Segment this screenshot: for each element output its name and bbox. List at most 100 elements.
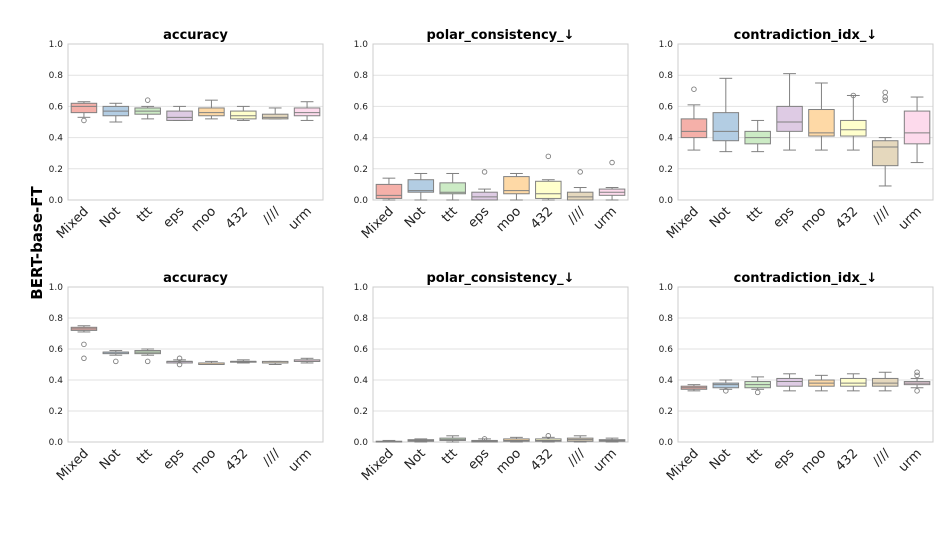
x-tick-label: Mixed bbox=[359, 204, 397, 242]
box-urm bbox=[598, 437, 626, 443]
plot-frame bbox=[677, 286, 934, 443]
panel-title: contradiction_idx_↓ bbox=[734, 271, 878, 286]
iqr-box bbox=[776, 377, 803, 387]
x-tick-label: 432 bbox=[528, 446, 556, 474]
panel-title: polar_consistency_↓ bbox=[426, 28, 574, 43]
y-tick-label: 0.8 bbox=[659, 314, 674, 324]
outlier-point bbox=[144, 97, 151, 103]
x-tick-label: Not bbox=[707, 446, 734, 473]
y-tick-label: 0.2 bbox=[659, 407, 673, 417]
outlier-point bbox=[176, 355, 183, 362]
box-Not bbox=[102, 102, 130, 123]
y-tick-label: 0.4 bbox=[659, 134, 674, 144]
iqr-box bbox=[808, 109, 835, 137]
y-tick-label: 0.4 bbox=[49, 134, 64, 144]
y-tick-label: 0.4 bbox=[49, 376, 64, 386]
x-tick-label: eps bbox=[465, 204, 492, 231]
x-tick-label: ttt bbox=[134, 446, 155, 467]
box-//// bbox=[261, 107, 289, 120]
y-tick-label: 0.6 bbox=[354, 345, 369, 355]
y-tick-label: 0.0 bbox=[354, 438, 369, 448]
box-urm bbox=[293, 101, 321, 121]
x-tick-label: urm bbox=[591, 204, 620, 233]
box-urm bbox=[903, 96, 931, 164]
y-tick-label: 0.2 bbox=[354, 407, 368, 417]
x-tick-label: ttt bbox=[744, 446, 765, 467]
iqr-box bbox=[712, 112, 740, 142]
y-tick-label: 0.0 bbox=[659, 196, 674, 206]
x-tick-label: urm bbox=[896, 204, 925, 233]
box-Not bbox=[712, 379, 740, 394]
box-//// bbox=[566, 169, 594, 201]
box-eps bbox=[776, 73, 803, 151]
outlier-point bbox=[882, 89, 888, 96]
box-moo bbox=[503, 436, 530, 443]
iqr-box bbox=[566, 191, 594, 201]
box-urm bbox=[598, 159, 626, 201]
iqr-box bbox=[503, 176, 530, 195]
outlier-point bbox=[545, 153, 552, 160]
y-tick-label: 0.2 bbox=[49, 165, 63, 175]
x-tick-label: moo bbox=[493, 204, 524, 235]
box-eps bbox=[166, 105, 193, 121]
box-ttt bbox=[134, 97, 161, 120]
y-tick-label: 0.8 bbox=[354, 71, 369, 81]
iqr-box bbox=[230, 110, 257, 120]
box-moo bbox=[503, 172, 530, 201]
x-tick-label: moo bbox=[493, 446, 524, 477]
outlier-point bbox=[850, 92, 857, 99]
x-tick-label: moo bbox=[188, 204, 219, 235]
box-Not bbox=[407, 438, 435, 443]
y-tick-label: 0.6 bbox=[49, 102, 64, 112]
y-tick-label: 0.8 bbox=[49, 71, 64, 81]
y-tick-label: 0.6 bbox=[49, 345, 64, 355]
x-tick-label: ttt bbox=[744, 204, 765, 225]
outlier-point bbox=[545, 433, 552, 439]
iqr-box bbox=[680, 118, 708, 139]
x-tick-label: Not bbox=[402, 204, 429, 231]
outlier-point bbox=[691, 86, 697, 92]
box-urm bbox=[293, 357, 321, 364]
box-432 bbox=[840, 373, 867, 392]
box-Not bbox=[102, 350, 130, 365]
iqr-box bbox=[840, 119, 867, 137]
iqr-box bbox=[407, 179, 435, 193]
box-//// bbox=[871, 371, 899, 392]
x-tick-label: eps bbox=[770, 204, 797, 231]
box-Mixed bbox=[70, 325, 98, 362]
outlier-point bbox=[609, 159, 615, 166]
iqr-box bbox=[471, 191, 498, 201]
box-eps bbox=[471, 436, 498, 443]
y-tick-label: 0.0 bbox=[49, 438, 64, 448]
plot-frame bbox=[677, 43, 934, 201]
x-tick-label: Mixed bbox=[664, 446, 702, 484]
x-tick-label: urm bbox=[286, 446, 315, 475]
outlier-point bbox=[144, 358, 151, 365]
x-tick-label: urm bbox=[591, 446, 620, 475]
box-432 bbox=[535, 433, 562, 443]
x-tick-label: ttt bbox=[134, 204, 155, 225]
y-tick-label: 1.0 bbox=[49, 40, 64, 50]
outlier-point bbox=[577, 169, 583, 175]
plot-frame bbox=[67, 43, 324, 201]
y-tick-label: 0.6 bbox=[354, 102, 369, 112]
outlier-point bbox=[81, 341, 87, 348]
box-Not bbox=[407, 172, 435, 201]
x-tick-label: Mixed bbox=[664, 204, 702, 242]
y-tick-label: 0.0 bbox=[354, 196, 369, 206]
iqr-box bbox=[375, 183, 403, 199]
x-tick-label: ttt bbox=[439, 204, 460, 225]
x-tick-label: eps bbox=[465, 446, 492, 473]
outlier-point bbox=[481, 169, 488, 175]
box-eps bbox=[776, 373, 803, 392]
y-tick-label: 0.8 bbox=[354, 314, 369, 324]
iqr-box bbox=[166, 110, 193, 121]
x-tick-label: eps bbox=[160, 446, 187, 473]
row-label: BERT-base-FT bbox=[28, 186, 46, 300]
panel-4: 0.0 0.2 0.4 0.6 0.8 1.0 accuracy Mixed Not ttt eps… bbox=[49, 271, 324, 484]
iqr-box bbox=[535, 180, 562, 199]
box-Mixed bbox=[375, 439, 403, 443]
box-ttt bbox=[439, 435, 466, 443]
